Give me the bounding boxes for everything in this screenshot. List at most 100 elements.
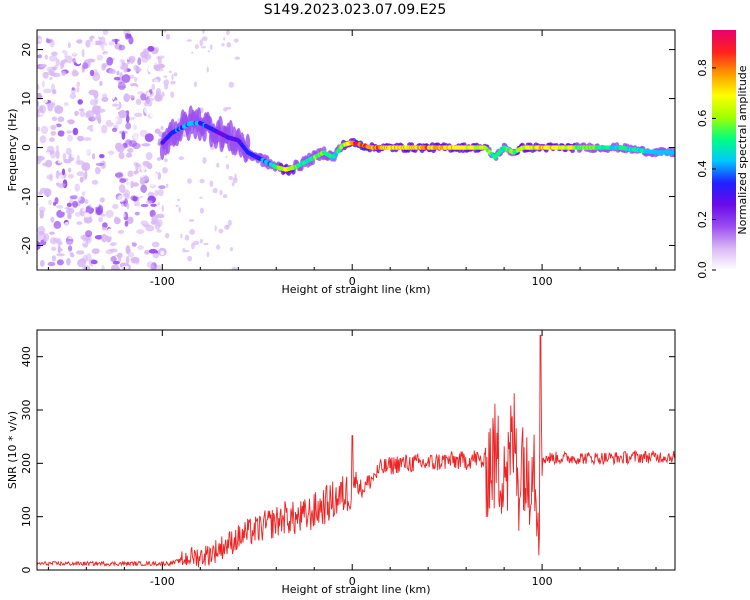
noise-speckle: [70, 79, 79, 88]
noise-speckle: [222, 194, 228, 199]
noise-speckle: [126, 203, 130, 209]
noise-speckle: [157, 57, 162, 65]
snr-panel: -100 0 100 0 100 200 300 400 Height of straight…: [6, 329, 676, 596]
noise-speckle: [72, 47, 77, 56]
noise-speckle: [89, 69, 95, 77]
noise-speckle: [98, 216, 103, 223]
snr-xlabel: Height of straight line (km): [281, 583, 430, 596]
noise-speckle: [140, 51, 148, 58]
noise-speckle: [111, 266, 116, 270]
noise-speckle: [199, 39, 204, 47]
noise-speckle: [125, 256, 130, 265]
snr-series-line: [37, 334, 675, 568]
noise-speckle: [117, 124, 123, 131]
noise-speckle: [137, 245, 144, 250]
noise-speckle: [63, 62, 70, 70]
noise-speckle: [144, 249, 150, 255]
noise-speckle: [40, 98, 48, 104]
noise-speckle: [154, 189, 159, 197]
noise-speckle: [37, 262, 40, 270]
noise-speckle: [78, 108, 85, 112]
noise-speckle: [155, 264, 163, 270]
noise-speckle: [156, 219, 163, 227]
noise-speckle: [139, 177, 145, 185]
noise-speckle: [70, 253, 75, 258]
snr-ylabel: SNR (10 * v/v): [6, 411, 19, 489]
noise-speckle: [178, 156, 185, 161]
noise-speckle: [50, 130, 57, 136]
noise-speckle: [152, 252, 160, 259]
noise-speckle: [67, 212, 72, 220]
noise-speckle: [92, 153, 96, 160]
noise-speckle: [184, 234, 190, 241]
noise-speckle: [133, 77, 138, 82]
noise-speckle: [41, 80, 45, 88]
noise-speckle: [138, 36, 144, 44]
noise-speckle: [157, 189, 164, 197]
noise-speckle: [55, 58, 60, 67]
noise-speckle: [148, 182, 156, 187]
noise-speckle: [144, 105, 152, 115]
noise-speckle: [76, 195, 81, 202]
noise-speckle: [100, 213, 106, 217]
noise-speckle: [67, 119, 75, 125]
noise-speckle: [94, 167, 101, 175]
noise-speckle: [65, 147, 72, 155]
noise-speckle: [117, 81, 126, 91]
noise-speckle: [216, 162, 220, 168]
noise-speckle: [161, 205, 164, 212]
noise-speckle: [94, 235, 104, 240]
x-tick-label: -100: [150, 275, 175, 288]
noise-speckle: [37, 105, 43, 112]
noise-speckle: [81, 48, 85, 58]
noise-speckle: [53, 237, 61, 244]
noise-speckle: [51, 246, 57, 251]
noise-speckle: [67, 236, 76, 240]
noise-speckle: [154, 46, 160, 53]
noise-speckle: [147, 45, 155, 52]
noise-speckle: [64, 55, 73, 64]
noise-speckle: [178, 206, 181, 213]
noise-speckle: [49, 76, 53, 81]
colorbar-scale: [712, 30, 736, 270]
spectrogram-frame: [36, 29, 676, 271]
noise-speckle: [37, 143, 40, 147]
noise-speckle: [150, 220, 157, 225]
noise-speckle: [70, 190, 77, 195]
noise-speckle: [158, 185, 166, 190]
noise-speckle: [125, 122, 132, 130]
noise-speckle: [79, 110, 86, 117]
noise-speckle: [231, 266, 237, 270]
noise-speckle: [95, 112, 101, 121]
noise-speckle: [49, 231, 55, 235]
noise-speckle: [234, 56, 241, 60]
noise-speckle: [72, 127, 79, 136]
noise-speckle: [61, 168, 66, 176]
noise-speckle: [82, 62, 89, 70]
y-tick-label: 20: [20, 43, 33, 57]
noise-speckle: [66, 230, 74, 238]
noise-speckle: [228, 81, 235, 88]
noise-speckle: [141, 143, 151, 147]
noise-speckle: [113, 51, 122, 61]
y-tick-label: 400: [20, 346, 33, 367]
noise-speckle: [228, 175, 233, 181]
noise-speckle: [92, 117, 96, 121]
noise-speckle: [138, 84, 142, 89]
noise-speckle: [37, 225, 46, 235]
noise-speckle: [166, 183, 169, 188]
snr-background: [37, 330, 675, 570]
noise-speckle: [136, 229, 145, 235]
noise-speckle: [56, 259, 64, 266]
noise-speckle: [212, 187, 218, 194]
noise-speckle: [49, 137, 55, 143]
y-tick-label: 100: [20, 506, 33, 527]
noise-speckle: [99, 154, 105, 159]
noise-speckle: [107, 127, 112, 133]
colorbar-tick-label: 0.6: [696, 110, 709, 128]
noise-speckle: [54, 197, 59, 205]
noise-speckle: [146, 261, 155, 269]
noise-speckle: [45, 151, 51, 158]
noise-speckle: [56, 205, 64, 209]
